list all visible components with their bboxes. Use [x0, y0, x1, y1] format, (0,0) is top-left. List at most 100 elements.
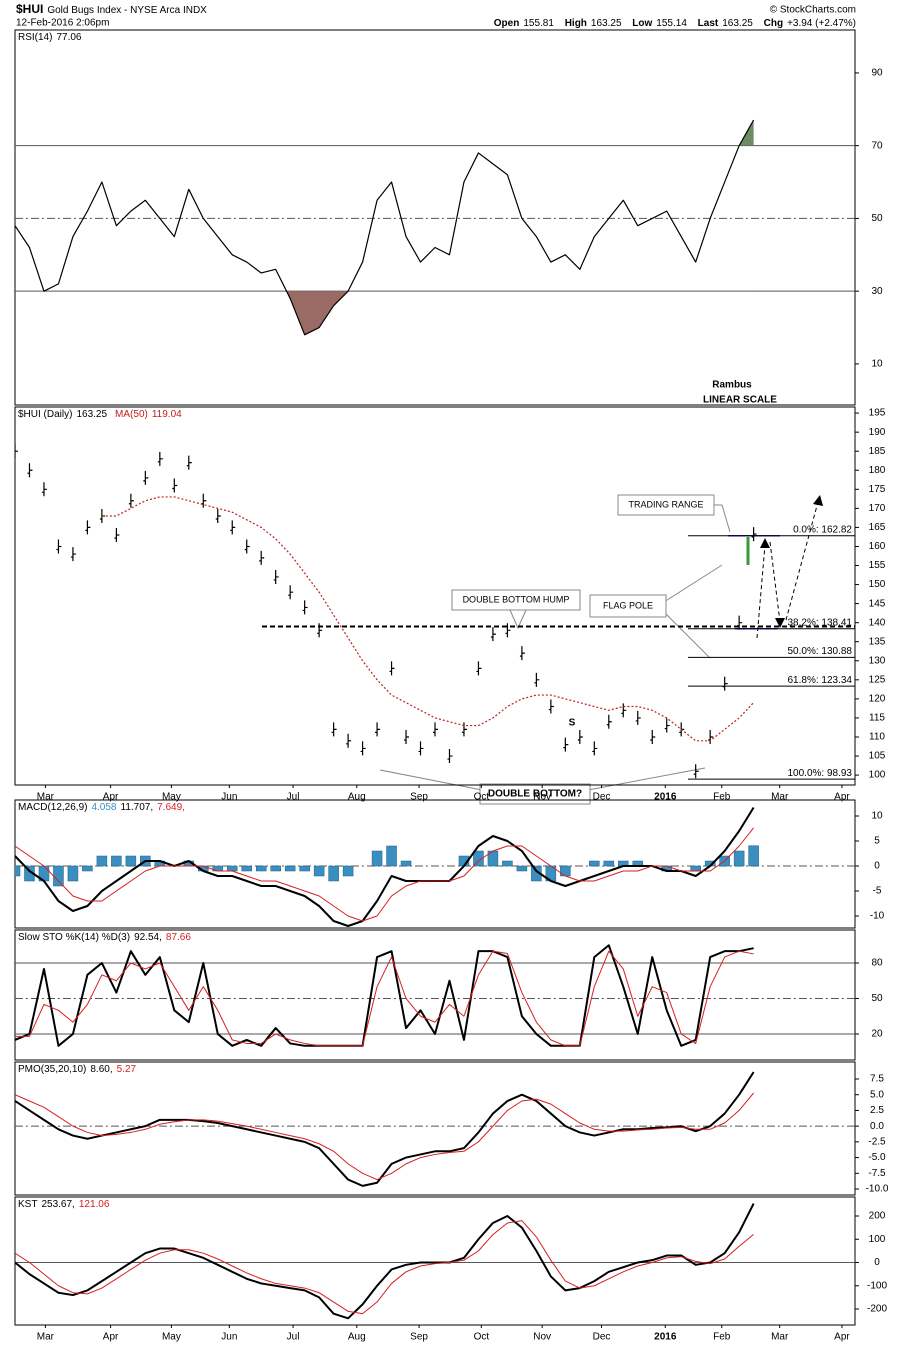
x-tick-label: Jun — [221, 1332, 237, 1343]
x-tick-label: Oct — [474, 1332, 490, 1343]
series-line — [101, 496, 755, 742]
price-bar — [592, 741, 598, 756]
callout-text: DOUBLE BOTTOM? — [488, 789, 582, 800]
histogram-bar — [255, 865, 267, 872]
y-tick-label: 50 — [871, 213, 883, 224]
price-bar — [606, 714, 612, 729]
x-tick-label: Nov — [533, 792, 551, 803]
histogram-bar — [473, 850, 484, 867]
price-bar — [577, 729, 583, 744]
x-tick-label: Mar — [771, 792, 789, 803]
histogram-bar — [53, 865, 64, 887]
callout-text: TRADING RANGE — [628, 499, 703, 509]
note: LINEAR SCALE — [703, 395, 777, 406]
series-line — [15, 1220, 754, 1315]
legend: KST 253.67, 121.06 — [18, 1199, 110, 1210]
series-group — [15, 119, 755, 336]
y-tick-label: 145 — [869, 598, 886, 609]
price-bar — [360, 741, 366, 756]
price-bar — [273, 569, 279, 584]
legend-value: 8.60, — [90, 1064, 112, 1075]
price-bar — [389, 661, 395, 676]
x-tick-label: Mar — [771, 1332, 789, 1343]
price-bar — [128, 493, 134, 508]
y-tick-label: 100 — [869, 770, 886, 781]
x-tick-label: Aug — [348, 1332, 366, 1343]
y-tick-label: 155 — [869, 560, 886, 571]
y-tick-label: 140 — [869, 617, 886, 628]
y-tick-label: 175 — [869, 484, 886, 495]
series-line — [15, 944, 754, 1047]
price-bar — [331, 722, 337, 737]
quote-label: High — [565, 18, 587, 29]
quote-label: Low — [632, 18, 652, 29]
y-tick-label: 200 — [869, 1211, 886, 1222]
price-bar — [317, 623, 323, 638]
series-line — [15, 1092, 755, 1181]
y-tick-label: 135 — [869, 636, 886, 647]
price-bar — [302, 600, 308, 615]
legend-name: PMO(35,20,10) — [18, 1064, 86, 1075]
y-tick-label: 195 — [869, 408, 886, 419]
price-bar — [157, 451, 163, 466]
fib-label: 38.2%: 138.41 — [788, 617, 853, 628]
header-date: 12-Feb-2016 2:06pm — [16, 18, 109, 29]
y-tick-label: 100 — [869, 1234, 886, 1245]
y-tick-label: 180 — [869, 465, 886, 476]
callout-text: FLAG POLE — [603, 600, 653, 610]
panel-frame — [14, 799, 856, 929]
x-tick-label: Nov — [533, 1332, 551, 1343]
price-bar — [722, 676, 728, 691]
price-bar — [41, 482, 47, 497]
credit: © StockCharts.com — [770, 5, 856, 16]
x-tick-label: May — [162, 792, 181, 803]
y-tick-label: -10 — [870, 911, 885, 922]
price-bar — [621, 703, 627, 718]
callout-trading-range: TRADING RANGE — [617, 494, 731, 533]
x-tick-label: Dec — [593, 792, 611, 803]
price-bar — [346, 733, 352, 748]
callout-hump: DOUBLE BOTTOM HUMP — [451, 589, 581, 630]
price-bar — [375, 722, 381, 737]
histogram-bar — [502, 860, 513, 867]
y-tick-label: 125 — [869, 674, 886, 685]
y-tick-label: 120 — [869, 694, 886, 705]
series-group — [15, 806, 759, 927]
callout-box — [479, 783, 591, 805]
y-tick-label: -5 — [873, 886, 882, 897]
legend: PMO(35,20,10) 8.60, 5.27 — [18, 1064, 137, 1075]
y-tick-label: 5 — [874, 836, 880, 847]
histogram-bar — [560, 865, 571, 877]
y-tick-label: 10 — [871, 811, 883, 822]
y-tick-label: 50 — [871, 993, 883, 1004]
x-tick-label: Jun — [221, 792, 237, 803]
x-tick-label: 2016 — [654, 1332, 677, 1343]
y-tick-label: 190 — [869, 427, 886, 438]
price-bar — [737, 615, 743, 630]
price-bar — [519, 646, 525, 661]
y-tick-label: 5.0 — [870, 1089, 884, 1100]
price-bar — [114, 528, 120, 543]
price-bar — [447, 749, 453, 764]
callout-text: DOUBLE BOTTOM HUMP — [463, 594, 570, 604]
legend: MACD(12,26,9) 4.058 11.707, 7.649, — [18, 802, 185, 813]
arrow-head — [813, 495, 823, 506]
legend-name: $HUI (Daily) — [18, 409, 72, 420]
quote: Open 155.81 High 163.25 Low 155.14 Last 163.… — [494, 18, 856, 29]
legend-value: 5.27 — [117, 1064, 137, 1075]
x-tick-label: May — [162, 1332, 181, 1343]
legend-name: Slow STO %K(14) %D(3) — [18, 932, 130, 943]
histogram-bar — [733, 850, 745, 867]
y-tick-label: -5.0 — [868, 1152, 886, 1163]
histogram-bar — [270, 865, 281, 872]
legend-value: 11.707, — [121, 802, 154, 813]
price-bar — [215, 508, 221, 523]
panel-frame — [14, 29, 856, 406]
y-tick-label: 130 — [869, 655, 886, 666]
histogram-bar — [386, 845, 397, 867]
callout-pointer — [509, 609, 527, 630]
legend-name: KST — [18, 1199, 37, 1210]
x-tick-label: Apr — [834, 1332, 850, 1343]
quote-value: 155.14 — [656, 18, 687, 29]
